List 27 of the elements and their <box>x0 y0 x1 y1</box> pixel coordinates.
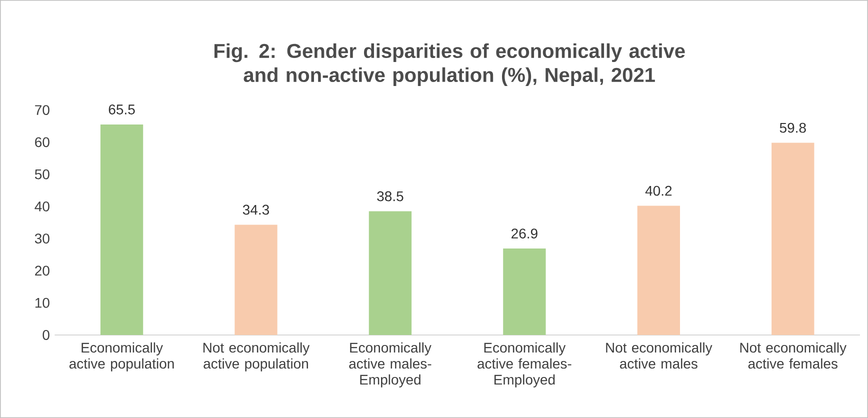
chart-title: Fig. 2: Gender disparities of economically active and non-active population (%), Nepal, 2021 <box>214 43 685 86</box>
data-label: 59.8 <box>780 122 806 133</box>
x-tick-label: Economically active females-Employed <box>478 342 572 388</box>
y-tick-label: 40 <box>34 201 50 212</box>
y-tick-label: 60 <box>35 137 50 148</box>
bar <box>234 224 278 335</box>
bar <box>637 206 680 335</box>
bar <box>368 211 412 335</box>
data-label: 65.5 <box>108 104 135 114</box>
bar <box>772 142 814 335</box>
x-tick-label: Not economically active females <box>740 342 847 369</box>
data-label: 38.5 <box>377 191 404 202</box>
bar <box>100 124 144 335</box>
x-tick-label: Not economically active males <box>606 342 712 369</box>
x-tick-label: Economically active population <box>69 342 174 372</box>
data-label: 40.2 <box>645 186 672 196</box>
x-tick-label: Not economically active population <box>203 342 310 372</box>
y-tick-label: 20 <box>35 266 50 276</box>
y-tick-label: 10 <box>35 298 50 308</box>
y-tick-label: 30 <box>34 234 50 244</box>
y-tick-label: 50 <box>34 169 50 180</box>
y-tick-label: 70 <box>35 105 50 115</box>
x-tick-label: Economically active males-Employed <box>349 342 432 388</box>
data-label: 26.9 <box>512 228 538 239</box>
y-tick-label: 0 <box>42 330 50 340</box>
data-label: 34.3 <box>242 204 270 215</box>
bar <box>503 248 546 335</box>
